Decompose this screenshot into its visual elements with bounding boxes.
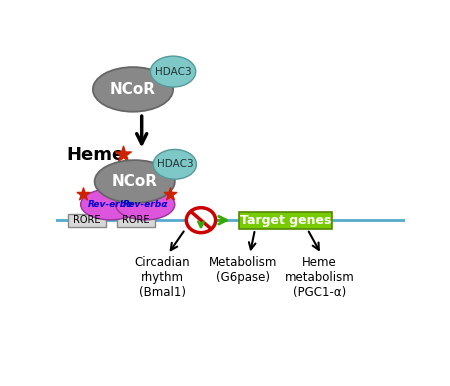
Point: [119, 151, 126, 157]
FancyBboxPatch shape: [239, 212, 332, 229]
Text: Heme: Heme: [67, 146, 125, 164]
Text: RORE: RORE: [73, 215, 100, 225]
Text: NCoR: NCoR: [112, 174, 158, 189]
Point: [166, 191, 173, 197]
Text: RORE: RORE: [122, 215, 149, 225]
FancyBboxPatch shape: [68, 214, 106, 227]
Text: Rev-erbα: Rev-erbα: [122, 200, 168, 209]
Text: Circadian
rhythm
(Bmal1): Circadian rhythm (Bmal1): [135, 256, 190, 299]
Text: Target genes: Target genes: [240, 214, 331, 227]
Ellipse shape: [94, 160, 175, 203]
Text: Rev-erbα: Rev-erbα: [88, 200, 133, 209]
Text: NCoR: NCoR: [110, 82, 156, 97]
Ellipse shape: [93, 67, 173, 112]
Ellipse shape: [153, 149, 197, 179]
Ellipse shape: [81, 189, 140, 220]
Text: HDAC3: HDAC3: [157, 159, 193, 169]
FancyBboxPatch shape: [117, 214, 155, 227]
Point: [80, 191, 87, 197]
Text: Metabolism
(G6pase): Metabolism (G6pase): [209, 256, 277, 284]
Ellipse shape: [150, 56, 196, 87]
Circle shape: [186, 208, 216, 233]
Text: HDAC3: HDAC3: [155, 66, 191, 76]
Ellipse shape: [116, 189, 175, 220]
Text: Heme
metabolism
(PGC1-α): Heme metabolism (PGC1-α): [285, 256, 355, 299]
